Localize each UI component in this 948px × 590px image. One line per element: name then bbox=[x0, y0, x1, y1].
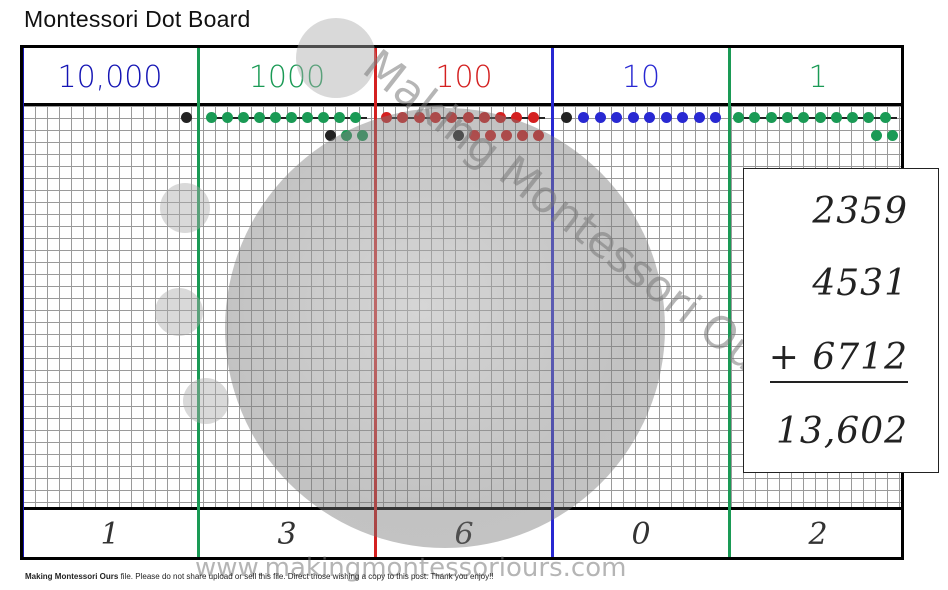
addend-1: 2359 bbox=[812, 191, 908, 232]
sum: 13,602 bbox=[776, 411, 908, 452]
watermark-bubble bbox=[296, 18, 376, 98]
column-header-10: 10 bbox=[621, 60, 661, 95]
dot bbox=[677, 112, 688, 123]
dot bbox=[733, 112, 744, 123]
dot bbox=[798, 112, 810, 123]
answer-digit-10: 0 bbox=[631, 517, 651, 552]
watermark-url: www.makingmontessoriours.com bbox=[195, 553, 627, 583]
page-title: Montessori Dot Board bbox=[24, 6, 251, 32]
footer-brand: Making Montessori Ours bbox=[25, 572, 119, 581]
dot bbox=[814, 112, 826, 123]
footer-note: Making Montessori Ours file. Please do n… bbox=[25, 572, 494, 581]
dot bbox=[302, 112, 313, 123]
dot bbox=[693, 112, 705, 123]
column-line-10000 bbox=[23, 48, 24, 557]
dot bbox=[511, 112, 523, 123]
dot bbox=[527, 112, 539, 123]
dot bbox=[254, 112, 265, 123]
dot bbox=[611, 112, 622, 123]
dot bbox=[334, 112, 345, 123]
watermark-bubble bbox=[155, 288, 203, 336]
dot bbox=[270, 112, 281, 123]
watermark-bubble bbox=[160, 183, 210, 233]
dot bbox=[318, 112, 329, 123]
answer-digit-10000: 1 bbox=[100, 517, 120, 552]
column-header-1000: 1000 bbox=[248, 60, 326, 95]
dot bbox=[871, 130, 882, 141]
dot bbox=[238, 112, 249, 123]
column-header-10000: 10,000 bbox=[57, 60, 163, 95]
dot bbox=[286, 112, 297, 123]
header-divider bbox=[23, 103, 901, 106]
dot bbox=[710, 112, 721, 123]
dot bbox=[660, 112, 672, 123]
footer-text: file. Please do not share upload or sell… bbox=[118, 572, 494, 581]
dot bbox=[627, 112, 639, 123]
dot bbox=[781, 112, 793, 123]
background-photo-watermark bbox=[225, 108, 665, 548]
column-line-1000 bbox=[197, 48, 200, 557]
dot bbox=[863, 112, 875, 123]
addend-3: + 6712 bbox=[768, 337, 908, 378]
answer-digit-1: 2 bbox=[808, 517, 828, 552]
column-header-100: 100 bbox=[435, 60, 493, 95]
dot bbox=[847, 112, 859, 123]
dot bbox=[749, 112, 761, 123]
dot bbox=[578, 112, 589, 123]
dot bbox=[206, 112, 217, 123]
dot bbox=[222, 112, 233, 123]
dot bbox=[644, 112, 655, 123]
calculation-card: 2359 4531 + 6712 13,602 bbox=[743, 168, 939, 473]
dot bbox=[887, 130, 898, 141]
column-line-1 bbox=[728, 48, 731, 557]
dot bbox=[830, 112, 842, 123]
watermark-bubble bbox=[183, 378, 229, 424]
addend-2: 4531 bbox=[812, 263, 908, 304]
sum-line bbox=[770, 381, 908, 383]
answer-digit-1000: 3 bbox=[277, 517, 297, 552]
dot bbox=[181, 112, 192, 123]
dot bbox=[594, 112, 606, 123]
dot bbox=[561, 112, 572, 123]
dot bbox=[350, 112, 361, 123]
dot bbox=[879, 112, 891, 123]
dot bbox=[765, 112, 777, 123]
dot bbox=[325, 130, 336, 141]
column-header-1: 1 bbox=[808, 60, 828, 95]
